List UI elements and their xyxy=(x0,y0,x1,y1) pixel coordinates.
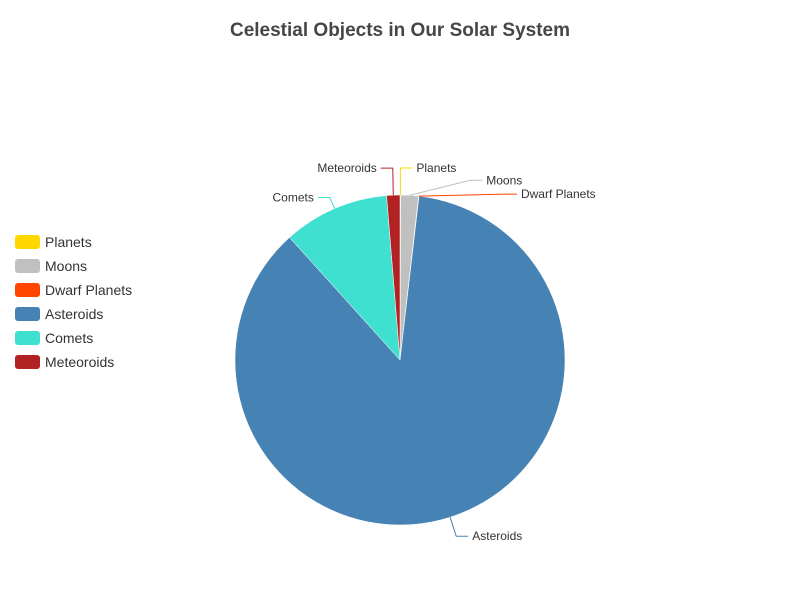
slice-label-dwarf-planets: Dwarf Planets xyxy=(521,187,596,201)
legend-label: Meteoroids xyxy=(45,354,115,370)
legend-label: Asteroids xyxy=(45,306,104,322)
slice-label-planets: Planets xyxy=(416,161,456,175)
legend-item-dwarf-planets[interactable]: Dwarf Planets xyxy=(15,278,132,302)
legend-swatch xyxy=(15,283,40,297)
slice-label-asteroids: Asteroids xyxy=(472,529,522,543)
legend-item-meteoroids[interactable]: Meteoroids xyxy=(15,350,132,374)
legend-swatch xyxy=(15,331,40,345)
legend-item-planets[interactable]: Planets xyxy=(15,230,132,254)
leader-line-planets xyxy=(399,167,413,196)
leader-line-dwarf-planets xyxy=(418,193,517,197)
legend-item-comets[interactable]: Comets xyxy=(15,326,132,350)
legend-item-asteroids[interactable]: Asteroids xyxy=(15,302,132,326)
legend-label: Comets xyxy=(45,330,94,346)
slice-label-comets: Comets xyxy=(273,190,314,204)
leader-line-meteoroids xyxy=(380,167,394,196)
leader-line-moons xyxy=(409,179,483,196)
pie-slice-comets[interactable] xyxy=(289,195,401,361)
slice-label-meteoroids: Meteoroids xyxy=(317,161,376,175)
chart-title: Celestial Objects in Our Solar System xyxy=(229,20,570,41)
legend-label: Moons xyxy=(45,258,88,274)
legend: Planets Moons Dwarf Planets Asteroids Comets… xyxy=(15,230,132,374)
leader-line-asteroids xyxy=(449,517,469,537)
legend-swatch xyxy=(15,259,40,273)
slice-label-moons: Moons xyxy=(486,173,522,187)
legend-swatch xyxy=(15,235,40,249)
legend-label: Dwarf Planets xyxy=(45,282,133,298)
legend-swatch xyxy=(15,355,40,369)
legend-item-moons[interactable]: Moons xyxy=(15,254,132,278)
leader-line-comets xyxy=(317,196,336,209)
legend-swatch xyxy=(15,307,40,321)
legend-label: Planets xyxy=(45,234,92,250)
